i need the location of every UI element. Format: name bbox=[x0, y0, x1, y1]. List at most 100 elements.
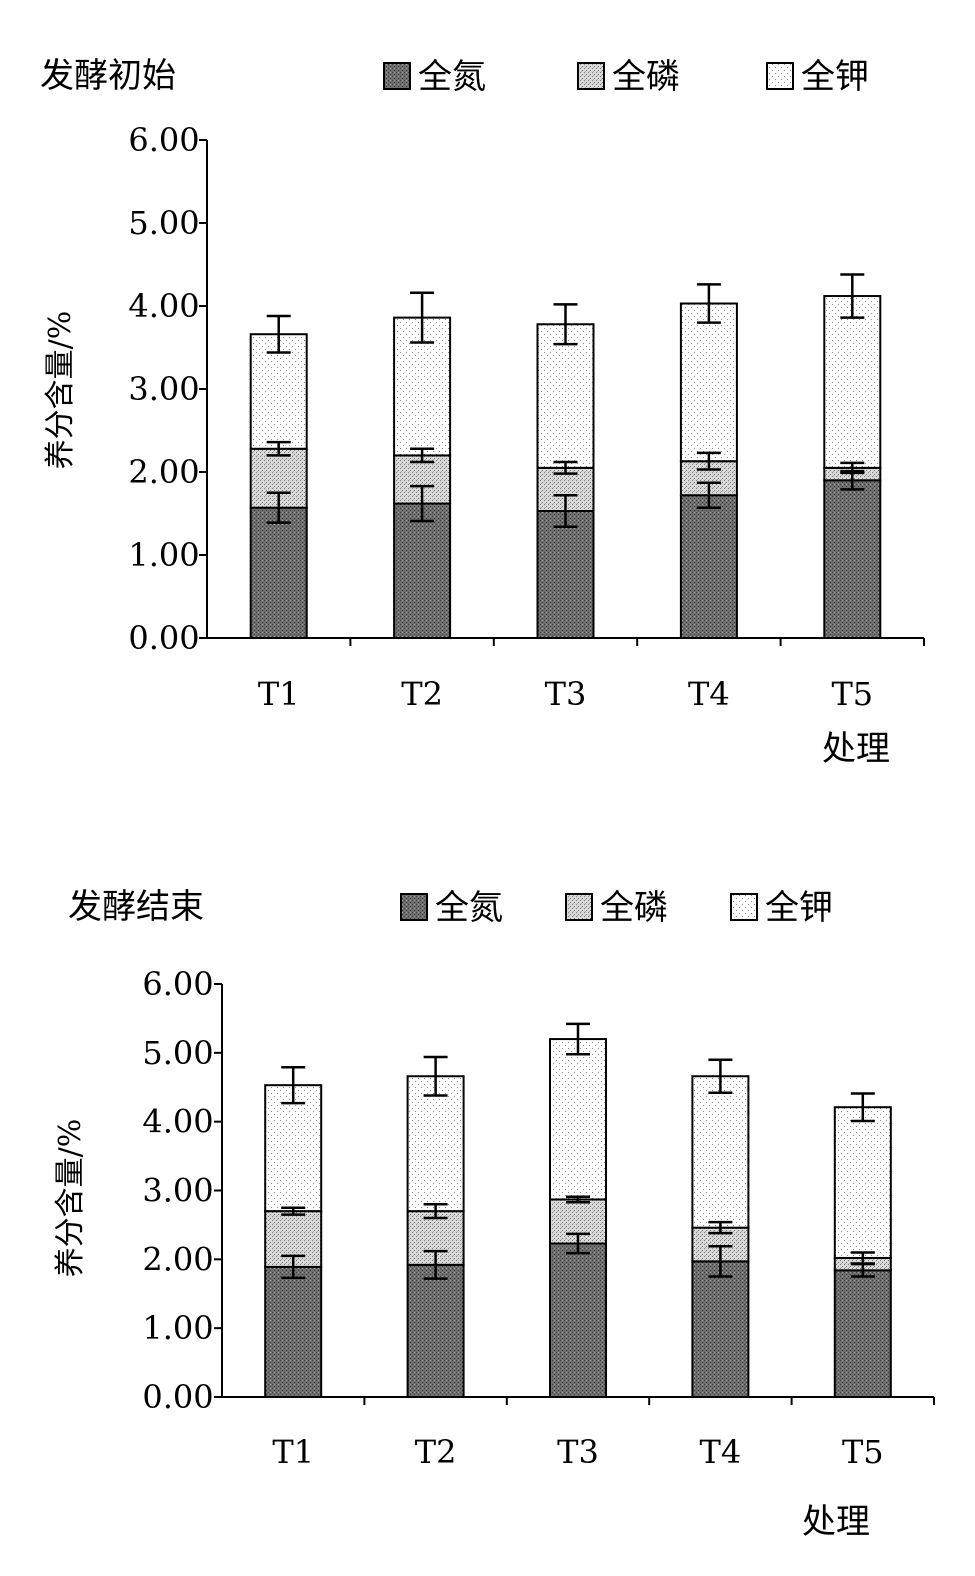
x-tick-label: T5 bbox=[842, 1433, 884, 1471]
error-bar bbox=[281, 1206, 306, 1216]
legend-swatch-potassium bbox=[730, 893, 758, 921]
error-bar bbox=[266, 491, 291, 524]
stacked-bar bbox=[833, 1092, 892, 1399]
error-bar bbox=[840, 273, 865, 319]
error-bar bbox=[696, 451, 721, 471]
y-tick-label: 1.00 bbox=[128, 536, 199, 574]
stacked-bar bbox=[393, 291, 452, 640]
legend-label: 全氮 bbox=[435, 888, 503, 928]
x-tick-label: T2 bbox=[415, 1433, 457, 1471]
error-bar bbox=[696, 283, 721, 324]
x-tick-label: T3 bbox=[545, 675, 587, 713]
error-bar bbox=[553, 303, 578, 346]
bar-segment-potassium bbox=[549, 1038, 607, 1201]
y-tick-label: 4.00 bbox=[142, 1103, 213, 1141]
chart-panel-initial: 发酵初始 全氮 全磷 全钾 养分含量/% 处理 0.00 1.00 2.00 3.00… bbox=[40, 56, 925, 769]
bar-segment-potassium bbox=[264, 1084, 323, 1213]
y-tick-label: 2.00 bbox=[142, 1240, 213, 1278]
y-tick-label: 5.00 bbox=[142, 1034, 213, 1072]
y-tick-label: 2.00 bbox=[128, 453, 199, 491]
error-bar bbox=[423, 1203, 448, 1220]
y-tick-label: 4.00 bbox=[128, 287, 199, 325]
legend-item: 全磷 bbox=[577, 57, 680, 97]
y-tick-label: 1.00 bbox=[142, 1309, 213, 1347]
legend-label: 全磷 bbox=[600, 888, 668, 928]
error-bar bbox=[566, 1022, 590, 1056]
error-bar bbox=[840, 461, 865, 475]
bar-segment-nitrogen bbox=[249, 506, 308, 639]
bar-segment-nitrogen bbox=[679, 494, 738, 639]
stacked-bar bbox=[406, 1055, 465, 1398]
error-bar bbox=[708, 1245, 733, 1278]
legend-label: 全氮 bbox=[418, 57, 486, 97]
legend-item: 全钾 bbox=[730, 888, 833, 928]
error-bar bbox=[281, 1254, 306, 1280]
x-axis-label: 处理 bbox=[822, 729, 890, 769]
chart-title: 发酵结束 bbox=[68, 887, 204, 927]
legend-swatch-nitrogen bbox=[383, 62, 411, 90]
x-tick-label: T1 bbox=[272, 1433, 314, 1471]
error-bar bbox=[266, 314, 291, 354]
y-tick-label: 3.00 bbox=[128, 370, 199, 408]
legend-label: 全钾 bbox=[801, 57, 869, 97]
bar-segment-potassium bbox=[691, 1075, 750, 1229]
legend-swatch-phosphorus bbox=[565, 893, 593, 921]
bar-segment-nitrogen bbox=[833, 1269, 892, 1399]
bar-segment-potassium bbox=[406, 1075, 465, 1213]
legend-swatch-phosphorus bbox=[577, 62, 605, 90]
legend-item: 全磷 bbox=[565, 888, 668, 928]
stacked-bar bbox=[249, 314, 308, 639]
stacked-bar bbox=[679, 283, 738, 639]
error-bar bbox=[553, 493, 578, 529]
legend-label: 全钾 bbox=[765, 888, 833, 928]
error-bar bbox=[410, 291, 435, 344]
error-bar bbox=[708, 1058, 733, 1095]
x-tick-label: T2 bbox=[401, 675, 443, 713]
error-bar bbox=[281, 1066, 306, 1105]
y-axis-label: 养分含量/% bbox=[43, 311, 78, 470]
error-bar bbox=[708, 1220, 733, 1235]
stacked-bar bbox=[536, 303, 595, 640]
x-tick-label: T1 bbox=[258, 675, 300, 713]
legend: 全氮 全磷 全钾 bbox=[383, 57, 869, 97]
plot-area: 0.00 1.00 2.00 3.00 4.00 5.00 6.00 T1 T2 T3 T4 T5 bbox=[128, 121, 925, 713]
y-tick-label: 5.00 bbox=[128, 204, 199, 242]
x-axis-label: 处理 bbox=[802, 1502, 870, 1542]
error-bar bbox=[553, 460, 578, 475]
bar-segment-potassium bbox=[823, 295, 882, 469]
legend-item: 全氮 bbox=[400, 888, 503, 928]
bar-segment-nitrogen bbox=[264, 1265, 323, 1399]
error-bar bbox=[566, 1195, 590, 1204]
legend-swatch-potassium bbox=[766, 62, 794, 90]
y-tick-label: 0.00 bbox=[128, 619, 199, 657]
stacked-bar bbox=[823, 273, 882, 639]
bar-segment-potassium bbox=[833, 1106, 892, 1259]
bar-segment-nitrogen bbox=[691, 1260, 750, 1398]
error-bar bbox=[410, 447, 435, 464]
legend: 全氮 全磷 全钾 bbox=[400, 888, 833, 928]
bar-segment-potassium bbox=[536, 323, 595, 469]
error-bar bbox=[423, 1249, 448, 1280]
bar-segment-potassium bbox=[679, 302, 738, 463]
bar-segment-nitrogen bbox=[406, 1263, 465, 1398]
legend-item: 全钾 bbox=[766, 57, 869, 97]
error-bar bbox=[566, 1232, 590, 1255]
bar-segment-nitrogen bbox=[536, 510, 595, 640]
bar-segment-nitrogen bbox=[823, 479, 882, 639]
stacked-bar bbox=[549, 1022, 607, 1399]
x-tick-label: T3 bbox=[557, 1433, 599, 1471]
error-bar bbox=[696, 481, 721, 509]
plot-area: 0.00 1.00 2.00 3.00 4.00 5.00 6.00 T1 T2 T3 T4 T5 bbox=[142, 965, 935, 1471]
chart-panel-final: 发酵结束 全氮 全磷 全钾 养分含量/% 处理 0.00 1.00 2.00 3.00… bbox=[53, 887, 935, 1542]
y-tick-label: 6.00 bbox=[128, 121, 199, 159]
stacked-bar bbox=[691, 1058, 750, 1398]
error-bar bbox=[410, 484, 435, 523]
bar-segment-nitrogen bbox=[393, 502, 452, 640]
y-tick-label: 0.00 bbox=[142, 1378, 213, 1416]
y-tick-label: 6.00 bbox=[142, 965, 213, 1003]
y-tick-label: 3.00 bbox=[142, 1172, 213, 1210]
chart-title: 发酵初始 bbox=[40, 56, 176, 96]
legend-swatch-nitrogen bbox=[400, 893, 428, 921]
stacked-bar bbox=[264, 1066, 323, 1399]
